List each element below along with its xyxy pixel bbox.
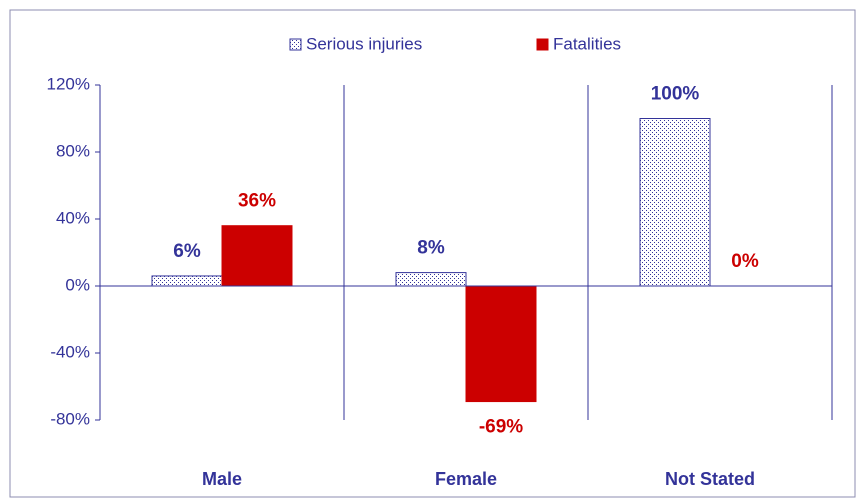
- x-tick-label: Female: [435, 469, 497, 489]
- bar: [151, 275, 223, 287]
- y-tick-label: 80%: [56, 141, 90, 160]
- y-tick-label: 40%: [56, 208, 90, 227]
- value-label: -69%: [479, 417, 523, 438]
- bar: [221, 225, 293, 287]
- x-tick-label: Not Stated: [665, 469, 755, 489]
- legend-label: Fatalities: [553, 34, 621, 53]
- bar: [639, 118, 711, 287]
- legend-swatch: [289, 38, 302, 51]
- y-tick-label: -40%: [50, 342, 90, 361]
- value-label: 0%: [731, 251, 759, 272]
- value-label: 8%: [417, 238, 445, 259]
- y-tick-label: 120%: [47, 74, 90, 93]
- x-tick-label: Male: [202, 469, 242, 489]
- bar: [465, 285, 537, 403]
- value-label: 36%: [238, 191, 276, 212]
- chart-border: [9, 9, 856, 498]
- value-label: 6%: [173, 241, 201, 262]
- value-label: 100%: [651, 84, 700, 105]
- legend-swatch: [536, 38, 549, 51]
- legend-label: Serious injuries: [306, 34, 422, 53]
- y-tick-label: 0%: [65, 275, 90, 294]
- bar: [395, 272, 467, 287]
- y-tick-label: -80%: [50, 409, 90, 428]
